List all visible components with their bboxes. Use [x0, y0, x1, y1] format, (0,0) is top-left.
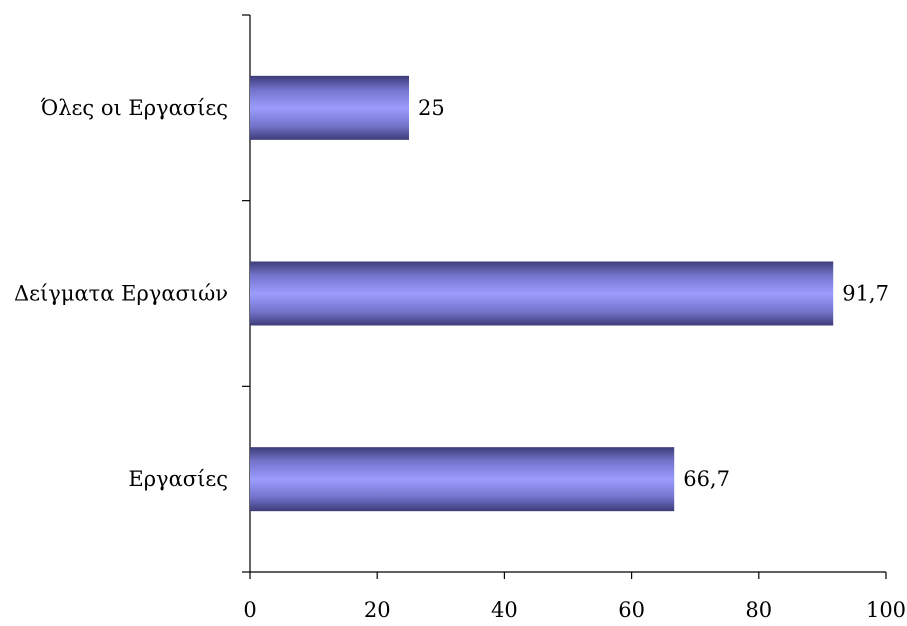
data-label: 66,7 — [683, 467, 730, 491]
x-tick-label: 80 — [745, 598, 772, 622]
category-label: Όλες οι Εργασίες — [41, 96, 228, 120]
data-label: 91,7 — [842, 282, 889, 306]
data-label: 25 — [418, 96, 445, 120]
x-tick-label: 60 — [618, 598, 645, 622]
category-label: Εργασίες — [128, 467, 228, 491]
x-tick-label: 20 — [364, 598, 391, 622]
bar — [250, 447, 675, 512]
bar — [250, 75, 409, 140]
x-tick-label: 100 — [866, 598, 906, 622]
x-tick-label: 40 — [491, 598, 518, 622]
x-tick-label: 0 — [243, 598, 256, 622]
plot-area: Όλες οι Εργασίες 25 Δείγματα Εργασιών 91,7 Ε… — [14, 14, 906, 622]
bar — [250, 261, 834, 326]
category-label: Δείγματα Εργασιών — [14, 282, 228, 306]
